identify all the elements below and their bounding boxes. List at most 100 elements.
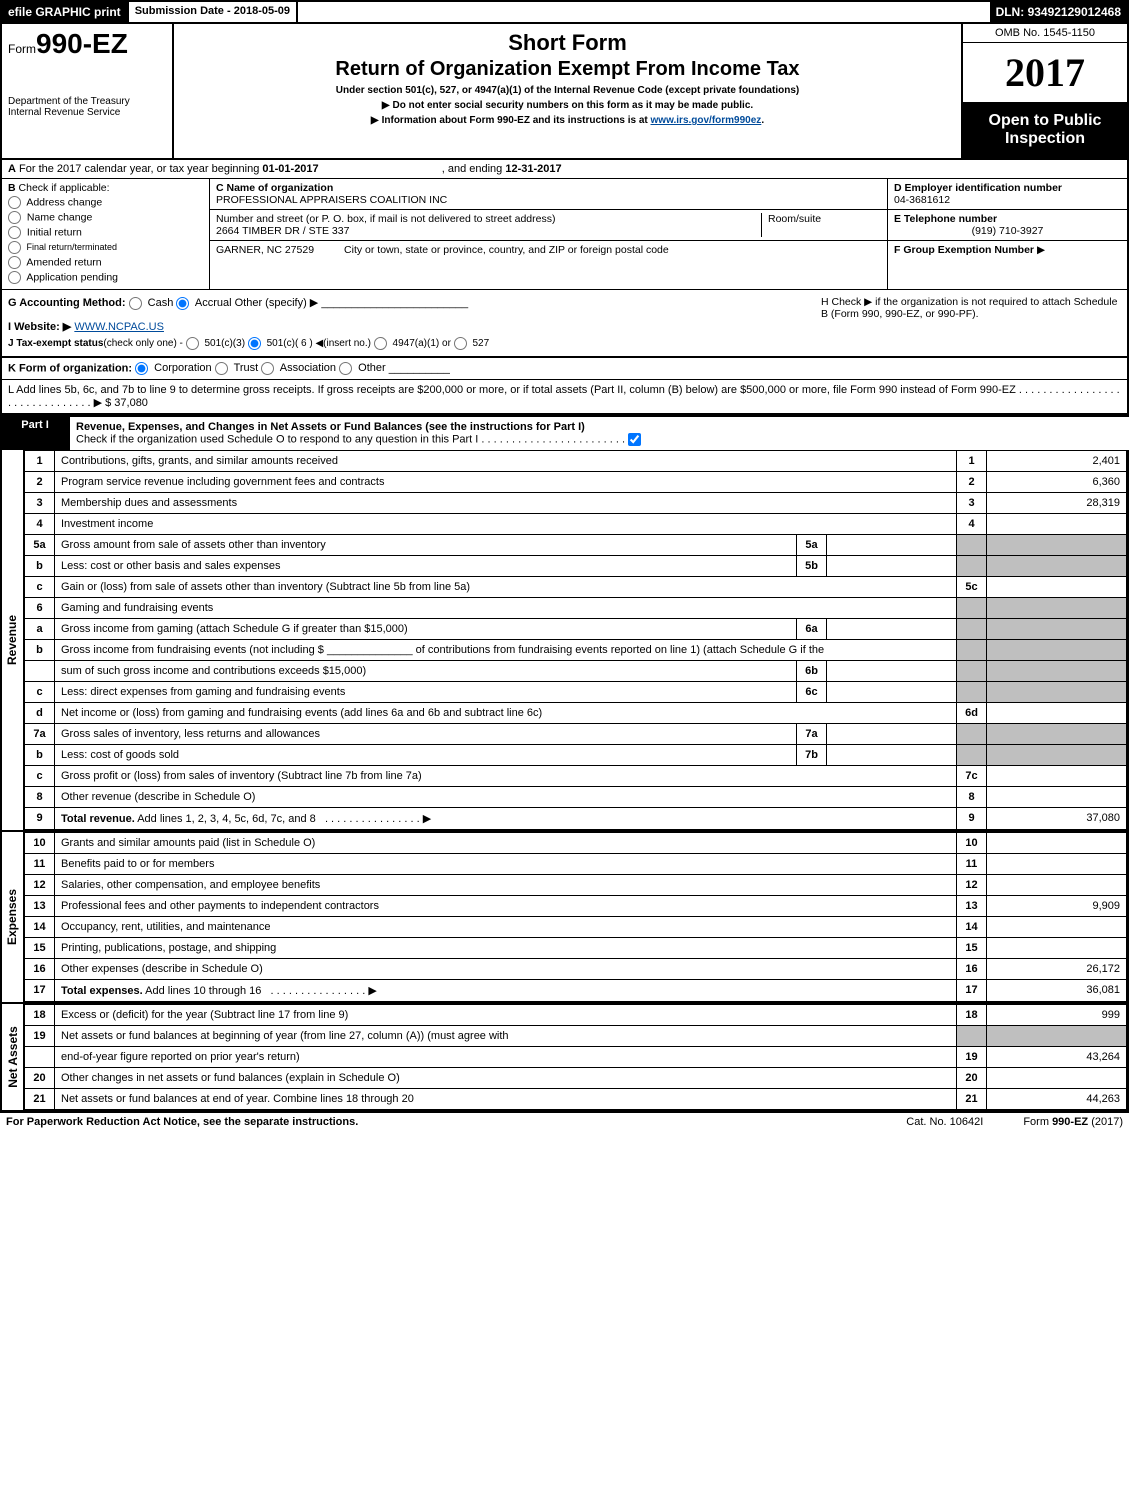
result-value [987, 853, 1127, 874]
box-f-label: F Group Exemption Number [894, 244, 1034, 256]
line-number: 9 [25, 807, 55, 829]
table-row: bLess: cost or other basis and sales exp… [25, 555, 1127, 576]
result-value [987, 1067, 1127, 1088]
irs-label: Internal Revenue Service [8, 107, 166, 118]
org-assoc[interactable]: Association [261, 362, 336, 374]
box-c-label: C Name of organization [216, 182, 333, 194]
tax-501c[interactable]: 501(c)( 6 ) ◀(insert no.) [248, 338, 371, 349]
chk-address-change[interactable]: Address change [8, 196, 203, 209]
line-desc: Net income or (loss) from gaming and fun… [55, 702, 957, 723]
line-number: 10 [25, 832, 55, 853]
tax-4947[interactable]: 4947(a)(1) or [374, 338, 451, 349]
acct-accrual[interactable]: Accrual [176, 297, 231, 309]
website-link[interactable]: WWW.NCPAC.US [74, 321, 164, 333]
org-corp[interactable]: Corporation [135, 362, 212, 374]
result-value: 6,360 [987, 471, 1127, 492]
grey-cell [957, 681, 987, 702]
chk-final-return[interactable]: Final return/terminated [8, 241, 203, 254]
efile-label: efile GRAPHIC print [2, 2, 129, 22]
top-bar: efile GRAPHIC print Submission Date - 20… [0, 0, 1129, 24]
schedule-o-check[interactable] [628, 433, 641, 446]
mini-line-val [827, 555, 957, 576]
table-row: 18Excess or (deficit) for the year (Subt… [25, 1004, 1127, 1025]
tax-527[interactable]: 527 [454, 338, 489, 349]
acct-cash[interactable]: Cash [129, 297, 174, 309]
org-trust[interactable]: Trust [215, 362, 259, 374]
gh-row: G Accounting Method: Cash Accrual Other … [0, 290, 1129, 358]
line-number: 18 [25, 1004, 55, 1025]
line-g-label: G Accounting Method: [8, 297, 126, 309]
table-row: aGross income from gaming (attach Schedu… [25, 618, 1127, 639]
netassets-table: 18Excess or (deficit) for the year (Subt… [24, 1004, 1127, 1110]
result-line-num: 2 [957, 471, 987, 492]
line-l-amount-label: ▶ $ [94, 397, 115, 409]
tax-501c3[interactable]: 501(c)(3) [186, 338, 245, 349]
grey-cell [987, 723, 1127, 744]
header-left: Form990-EZ Department of the Treasury In… [2, 24, 174, 158]
dln-cell: DLN: 93492129012468 [990, 2, 1127, 22]
result-line-num: 15 [957, 937, 987, 958]
grey-cell [957, 534, 987, 555]
result-value [987, 832, 1127, 853]
table-row: cGross profit or (loss) from sales of in… [25, 765, 1127, 786]
form-header: Form990-EZ Department of the Treasury In… [0, 24, 1129, 160]
chk-initial-return[interactable]: Initial return [8, 226, 203, 239]
box-e-label: E Telephone number [894, 213, 997, 225]
table-row: 17Total expenses. Add lines 10 through 1… [25, 979, 1127, 1001]
note2-pre: Information about Form 990-EZ and its in… [371, 115, 651, 126]
chk-name-change[interactable]: Name change [8, 211, 203, 224]
result-line-num: 1 [957, 450, 987, 471]
line-desc: Occupancy, rent, utilities, and maintena… [55, 916, 957, 937]
mini-line-num: 6b [797, 660, 827, 681]
chk-application-pending[interactable]: Application pending [8, 271, 203, 284]
org-other[interactable]: Other [339, 362, 386, 374]
box-c: C Name of organization PROFESSIONAL APPR… [210, 179, 887, 289]
line-desc: Other revenue (describe in Schedule O) [55, 786, 957, 807]
line-l-text: L Add lines 5b, 6c, and 7b to line 9 to … [8, 384, 1016, 396]
note-ssn: Do not enter social security numbers on … [182, 100, 953, 111]
dept-treasury: Department of the Treasury [8, 96, 166, 107]
table-row: 3Membership dues and assessments328,319 [25, 492, 1127, 513]
result-line-num: 6d [957, 702, 987, 723]
footer-left: For Paperwork Reduction Act Notice, see … [6, 1116, 358, 1128]
line-desc: Net assets or fund balances at beginning… [55, 1025, 957, 1046]
line-desc: Gain or (loss) from sale of assets other… [55, 576, 957, 597]
room-suite-label: Room/suite [761, 213, 881, 237]
line-desc: Program service revenue including govern… [55, 471, 957, 492]
line-number: 14 [25, 916, 55, 937]
result-line-num: 16 [957, 958, 987, 979]
table-row: 16Other expenses (describe in Schedule O… [25, 958, 1127, 979]
table-row: 6Gaming and fundraising events [25, 597, 1127, 618]
line-desc: Total expenses. Add lines 10 through 16 … [55, 979, 957, 1001]
header-right: OMB No. 1545-1150 2017 Open to Public In… [961, 24, 1127, 158]
line-number: 12 [25, 874, 55, 895]
grey-cell [957, 597, 987, 618]
mini-line-num: 7b [797, 744, 827, 765]
info-link[interactable]: www.irs.gov/form990ez [651, 115, 762, 126]
grey-cell [957, 555, 987, 576]
expenses-section: Expenses 10Grants and similar amounts pa… [0, 832, 1129, 1004]
table-row: 13Professional fees and other payments t… [25, 895, 1127, 916]
chk-amended-return[interactable]: Amended return [8, 256, 203, 269]
line-number: b [25, 744, 55, 765]
mini-line-val [827, 681, 957, 702]
result-value: 44,263 [987, 1088, 1127, 1109]
mini-line-val [827, 660, 957, 681]
line-l-amount: 37,080 [114, 397, 148, 409]
mini-line-val [827, 618, 957, 639]
result-value [987, 576, 1127, 597]
line-i-label: I Website: ▶ [8, 321, 71, 333]
result-line-num: 9 [957, 807, 987, 829]
part1-header: Part I Revenue, Expenses, and Changes in… [0, 415, 1129, 450]
table-row: end-of-year figure reported on prior yea… [25, 1046, 1127, 1067]
expenses-table: 10Grants and similar amounts paid (list … [24, 832, 1127, 1002]
title-main: Return of Organization Exempt From Incom… [182, 58, 953, 81]
line-number: 17 [25, 979, 55, 1001]
line-number: 13 [25, 895, 55, 916]
result-line-num: 18 [957, 1004, 987, 1025]
line-number: d [25, 702, 55, 723]
table-row: 14Occupancy, rent, utilities, and mainte… [25, 916, 1127, 937]
table-row: 12Salaries, other compensation, and empl… [25, 874, 1127, 895]
part1-title: Revenue, Expenses, and Changes in Net As… [76, 421, 585, 433]
grey-cell [957, 744, 987, 765]
